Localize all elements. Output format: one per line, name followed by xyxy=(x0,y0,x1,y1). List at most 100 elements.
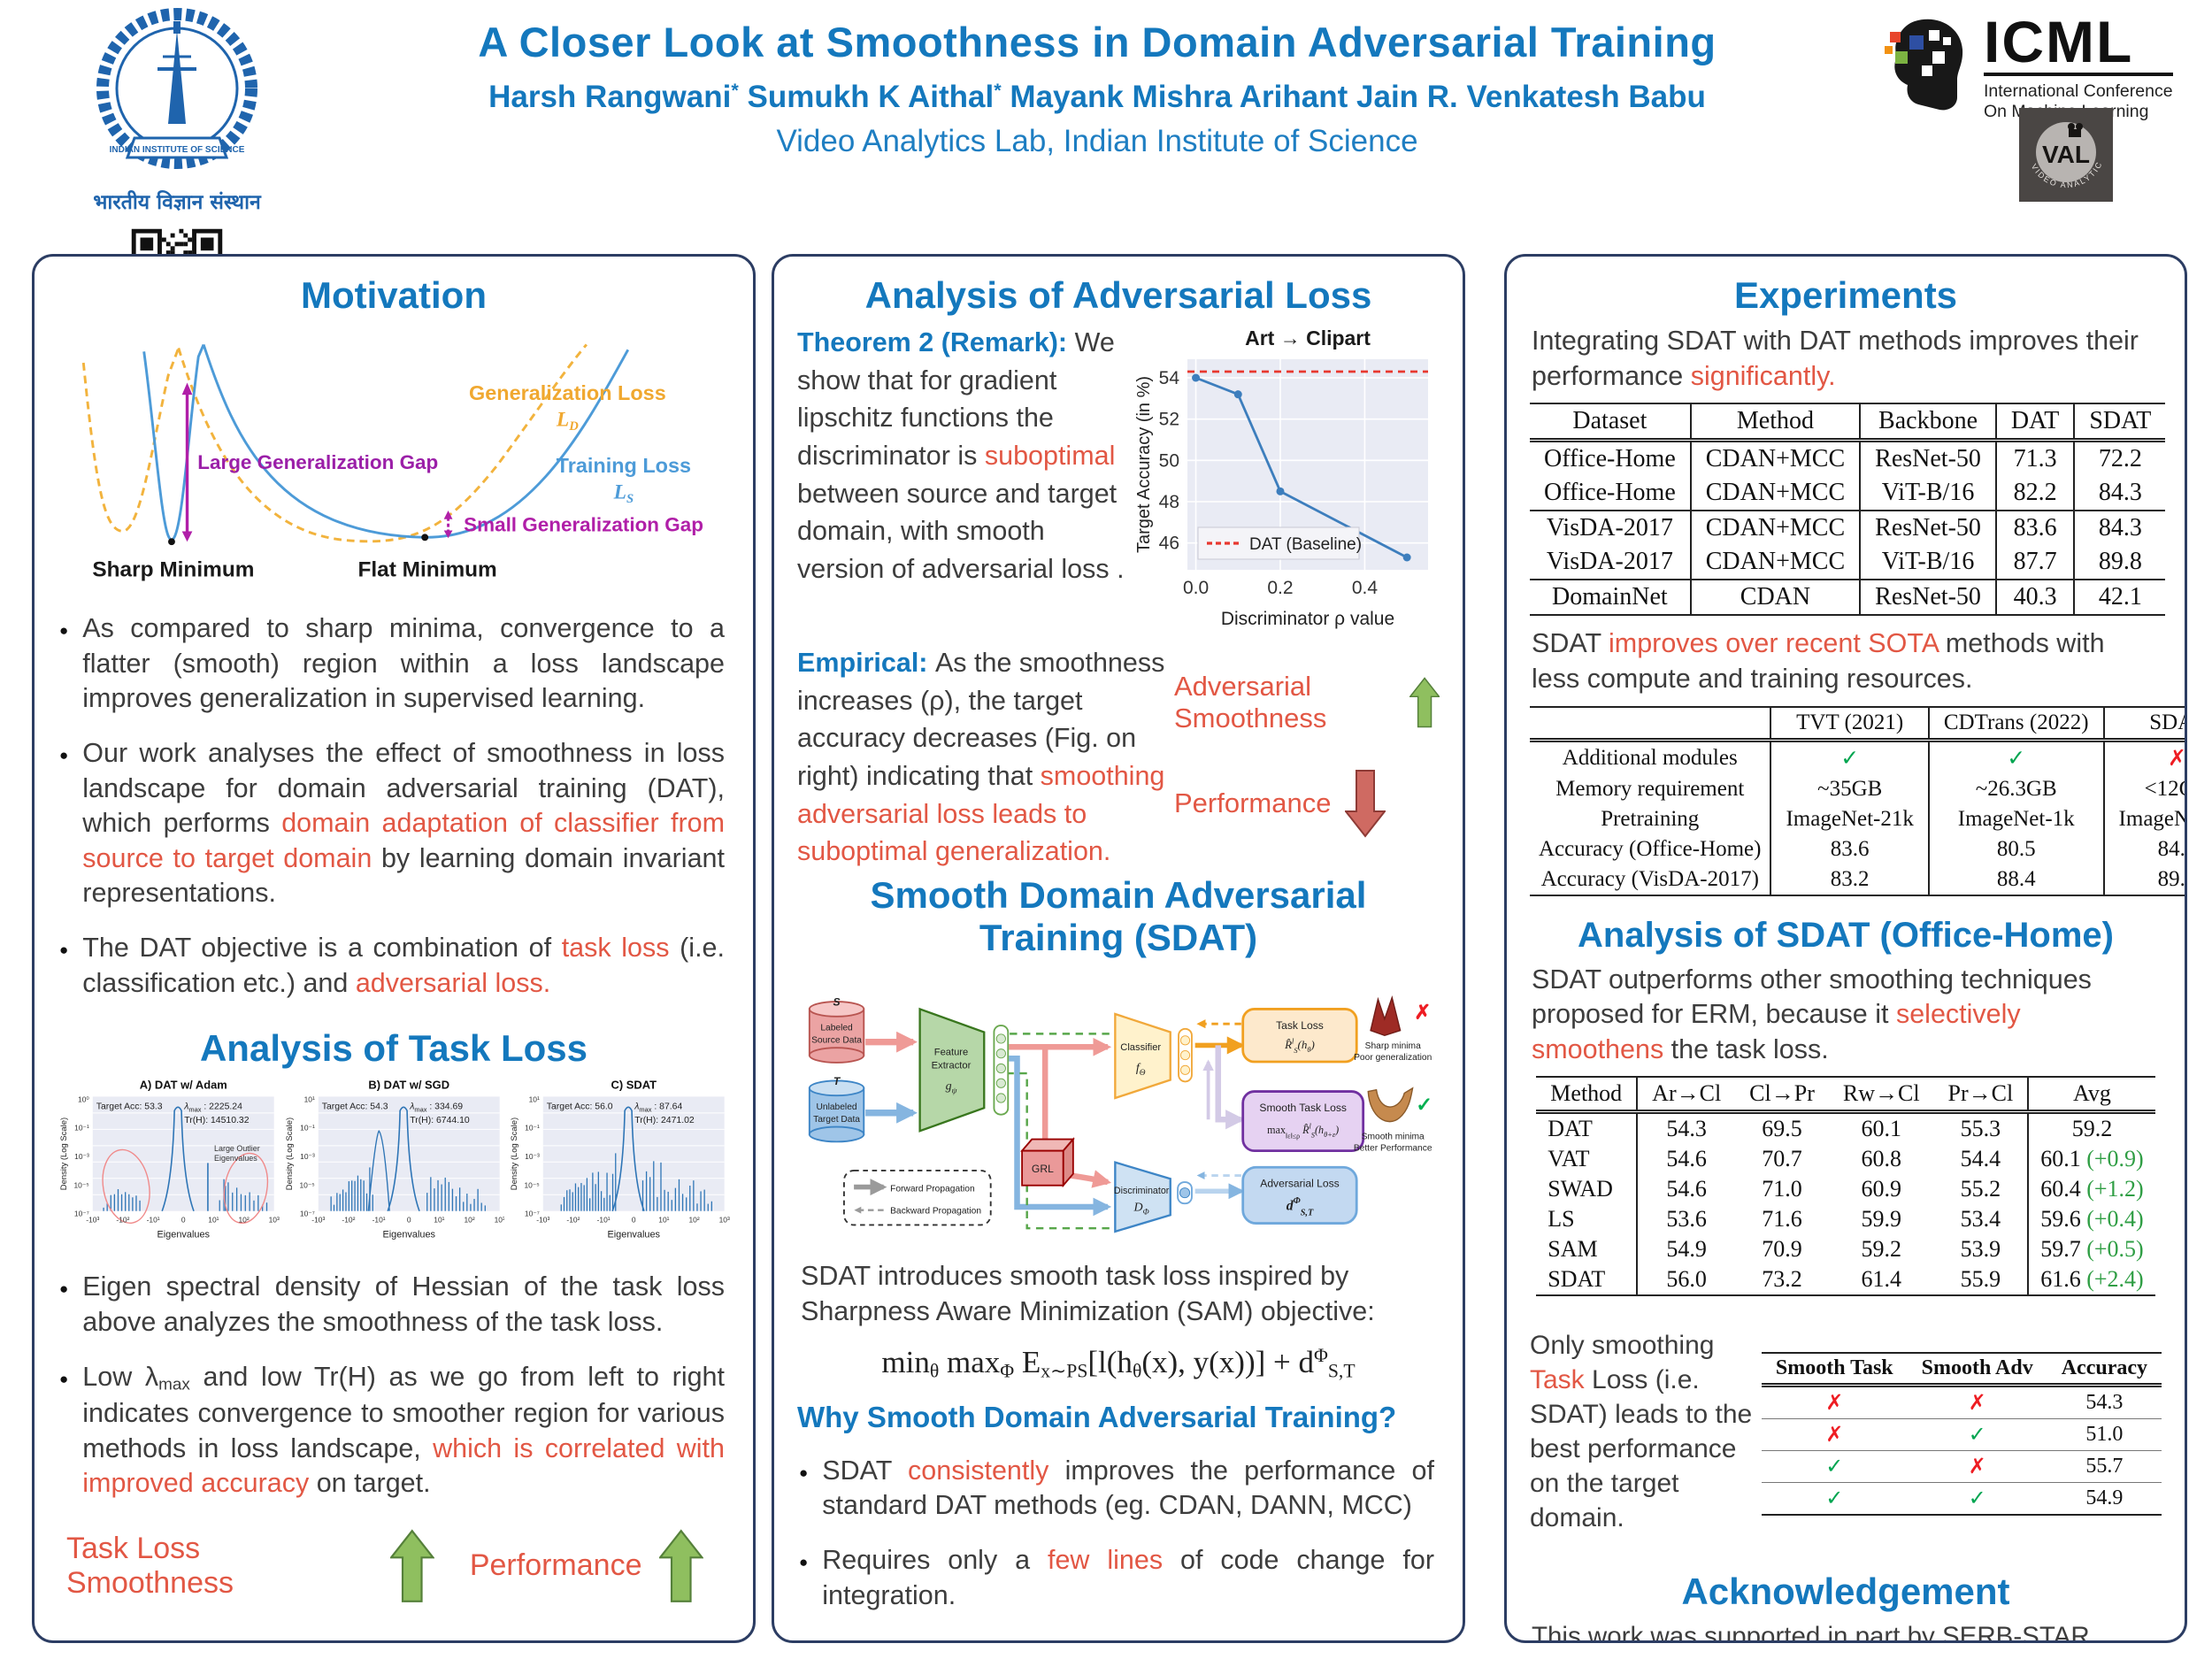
svg-text:Density (Log Scale): Density (Log Scale) xyxy=(59,1118,69,1190)
svg-text:DAT (Baseline): DAT (Baseline) xyxy=(1249,535,1362,554)
svg-text:10¹: 10¹ xyxy=(208,1216,219,1225)
header-title-block: A Closer Look at Smoothness in Domain Ad… xyxy=(301,18,1893,159)
svg-text:10²: 10² xyxy=(238,1216,249,1225)
svg-text:Task Loss: Task Loss xyxy=(1276,1019,1324,1032)
red-down-arrow-icon xyxy=(1345,770,1386,838)
feature-extractor-block: Feature Extractor gψ xyxy=(918,1007,1010,1133)
table: Dataset Method Backbone DAT SDAT Office-Home C… xyxy=(1530,403,2166,617)
smooth-minima-icon: ✓ Smooth minima Better Performance xyxy=(1354,1087,1432,1154)
eigen-plot-dat-sgd: B) DAT w/ SGD Target Acc: 54.3 λmax : 334.… xyxy=(285,1079,505,1240)
task-loss-smoothness-label: Task Loss Smoothness xyxy=(66,1531,234,1600)
table: Method Ar→Cl Cl→Pr Rw→Cl Pr→Cl Avg DAT 54.3 69.5… xyxy=(1536,1076,2155,1297)
svg-text:46: 46 xyxy=(1159,534,1179,554)
motivation-heading: Motivation xyxy=(301,274,487,316)
svg-text:10⁻¹: 10⁻¹ xyxy=(525,1124,540,1133)
task-loss-heading: Analysis of Task Loss xyxy=(199,1027,588,1070)
svg-text:INDIAN INSTITUTE OF SCIENCE: INDIAN INSTITUTE OF SCIENCE xyxy=(110,145,245,155)
svg-text:VAL: VAL xyxy=(2042,141,2090,168)
svg-text:Large Outlier: Large Outlier xyxy=(214,1144,260,1153)
analysis-sdat-intro: SDAT outperforms other smoothing techniq… xyxy=(1532,964,2092,1064)
classifier-block: Classifier fΘ xyxy=(1114,1012,1193,1100)
svg-text:10⁻¹: 10⁻¹ xyxy=(74,1124,89,1133)
svg-text:✓: ✓ xyxy=(1416,1094,1432,1116)
svg-text:-10²: -10² xyxy=(116,1216,129,1225)
acknowledgement-text: This work was supported in part by SERB-… xyxy=(1532,1622,2090,1643)
svg-text:Discriminator: Discriminator xyxy=(1114,1186,1170,1196)
icml-wordmark: ICML xyxy=(1984,12,2173,76)
smoothing-comparison-table: Method Ar→Cl Cl→Pr Rw→Cl Pr→Cl Avg DAT 54.3 69.5… xyxy=(1530,1076,2162,1297)
svg-text:Eigenvalues: Eigenvalues xyxy=(214,1154,257,1163)
svg-text:10⁻⁷: 10⁻⁷ xyxy=(300,1210,315,1218)
svg-text:A) DAT w/ Adam: A) DAT w/ Adam xyxy=(140,1079,227,1092)
svg-text:-10¹: -10¹ xyxy=(597,1216,611,1225)
svg-text:0: 0 xyxy=(632,1216,636,1225)
sharp-minima-icon: ✗ Sharp minima Poor generalization xyxy=(1354,995,1432,1063)
svg-text:Density (Log Scale): Density (Log Scale) xyxy=(285,1118,295,1190)
svg-text:0: 0 xyxy=(407,1216,411,1225)
svg-text:Eigenvalues: Eigenvalues xyxy=(382,1230,435,1240)
svg-text:Better Performance: Better Performance xyxy=(1354,1144,1432,1154)
task-loss-footer: Task Loss Smoothness Performance xyxy=(66,1528,721,1604)
svg-text:fΘ: fΘ xyxy=(1136,1062,1146,1078)
why-sdat-heading: Why Smooth Domain Adversarial Training? xyxy=(797,1400,1397,1433)
column-motivation: Motivation Large Generalization Gap Smal… xyxy=(32,254,756,1643)
svg-text:10⁰: 10⁰ xyxy=(78,1095,89,1104)
discriminator-block: Discriminator DΦ xyxy=(1114,1161,1193,1233)
ablation-row: Only smoothing Task Loss (i.e. SDAT) lea… xyxy=(1530,1302,2162,1562)
bullet-item: ● Eigen spectral density of Hessian of th… xyxy=(59,1271,725,1338)
svg-text:10⁻³: 10⁻³ xyxy=(300,1152,315,1161)
eigen-plot-sdat: C) SDAT Target Acc: 56.0 λmax : 87.64 Tr(H)… xyxy=(510,1079,730,1240)
column-adversarial: Analysis of Adversarial Loss Theorem 2 (… xyxy=(772,254,1465,1643)
grl-block: GRL xyxy=(1020,1137,1075,1188)
motivation-bullets: ● As compared to sharp minima, convergenc… xyxy=(58,611,730,1001)
green-up-arrow-icon xyxy=(390,1529,434,1602)
eigen-plot-dat-adam: A) DAT w/ Adam Target Acc: 53.3 λmax : 222… xyxy=(59,1079,280,1240)
poster-title: A Closer Look at Smoothness in Domain Ad… xyxy=(478,19,1717,65)
svg-text:max‖ε‖≤ρ R̂lS(hθ+ε): max‖ε‖≤ρ R̂lS(hθ+ε) xyxy=(1267,1123,1339,1141)
iisc-logo-icon: INDIAN INSTITUTE OF SCIENCE xyxy=(96,8,257,169)
theorem-text: Theorem 2 (Remark): We show that for gra… xyxy=(797,327,1125,585)
svg-text:Classifier: Classifier xyxy=(1120,1042,1161,1053)
performance-down-label: Performance xyxy=(1174,787,1332,819)
svg-text:Poor generalization: Poor generalization xyxy=(1354,1053,1432,1063)
svg-text:-10³: -10³ xyxy=(311,1216,325,1225)
svg-text:λmax : 334.69: λmax : 334.69 xyxy=(409,1102,463,1114)
svg-text:C) SDAT: C) SDAT xyxy=(611,1079,657,1092)
svg-text:λmax : 87.64: λmax : 87.64 xyxy=(634,1102,683,1114)
svg-text:-10¹: -10¹ xyxy=(372,1216,385,1225)
svg-text:10⁻⁵: 10⁻⁵ xyxy=(73,1181,88,1190)
svg-text:Smooth Task Loss: Smooth Task Loss xyxy=(1259,1102,1347,1114)
target-data-cylinder: T Unlabeled Target Data xyxy=(808,1075,865,1143)
val-logo: VAL VIDEO ANALYTICS LAB xyxy=(2016,101,2113,206)
empirical-text: Empirical: As the smoothness increases (… xyxy=(797,648,1165,867)
green-up-arrow-icon xyxy=(1409,677,1440,728)
adversarial-smoothness-label: Adversarial Smoothness xyxy=(1174,671,1327,733)
motivation-figure: Large Generalization Gap Small Generaliz… xyxy=(81,343,703,581)
svg-text:Forward Propagation: Forward Propagation xyxy=(890,1184,975,1194)
authors: Harsh Rangwani* Sumukh K Aithal* Mayank … xyxy=(488,79,1706,114)
source-data-cylinder: S Labeled Source Data xyxy=(808,996,865,1064)
svg-text:R̂lS(hθ): R̂lS(hθ) xyxy=(1284,1038,1315,1055)
bullet-item: ● The DAT objective is a combination of t… xyxy=(59,933,725,998)
svg-text:Generalization Loss: Generalization Loss xyxy=(469,381,666,404)
svg-text:✗: ✗ xyxy=(1414,1002,1431,1024)
affiliation: Video Analytics Lab, Indian Institute of… xyxy=(776,123,1418,158)
svg-text:54: 54 xyxy=(1159,368,1180,388)
val-logo-icon: VAL VIDEO ANALYTICS LAB xyxy=(2016,101,2113,202)
svg-text:Smooth minima: Smooth minima xyxy=(1362,1133,1425,1142)
bullet-item: ● Requires only a few lines of code chang… xyxy=(799,1545,1434,1610)
svg-text:0.0: 0.0 xyxy=(1183,578,1209,598)
sota-text: SDAT improves over recent SOTA methods w… xyxy=(1532,628,2105,694)
svg-text:10⁻⁷: 10⁻⁷ xyxy=(74,1210,89,1218)
acknowledgement-heading: Acknowledgement xyxy=(1681,1571,2010,1613)
svg-text:Sharp Minimum: Sharp Minimum xyxy=(92,557,254,581)
svg-text:10⁻⁵: 10⁻⁵ xyxy=(525,1181,540,1190)
svg-text:10⁻⁷: 10⁻⁷ xyxy=(525,1210,540,1218)
adversarial-heading: Analysis of Adversarial Loss xyxy=(864,274,1372,316)
svg-text:Density (Log Scale): Density (Log Scale) xyxy=(510,1118,519,1190)
svg-text:Tr(H): 14510.32: Tr(H): 14510.32 xyxy=(184,1117,249,1126)
svg-text:Discriminator ρ value: Discriminator ρ value xyxy=(1221,609,1394,629)
svg-text:10⁻⁵: 10⁻⁵ xyxy=(299,1181,314,1190)
svg-text:S: S xyxy=(833,996,841,1009)
